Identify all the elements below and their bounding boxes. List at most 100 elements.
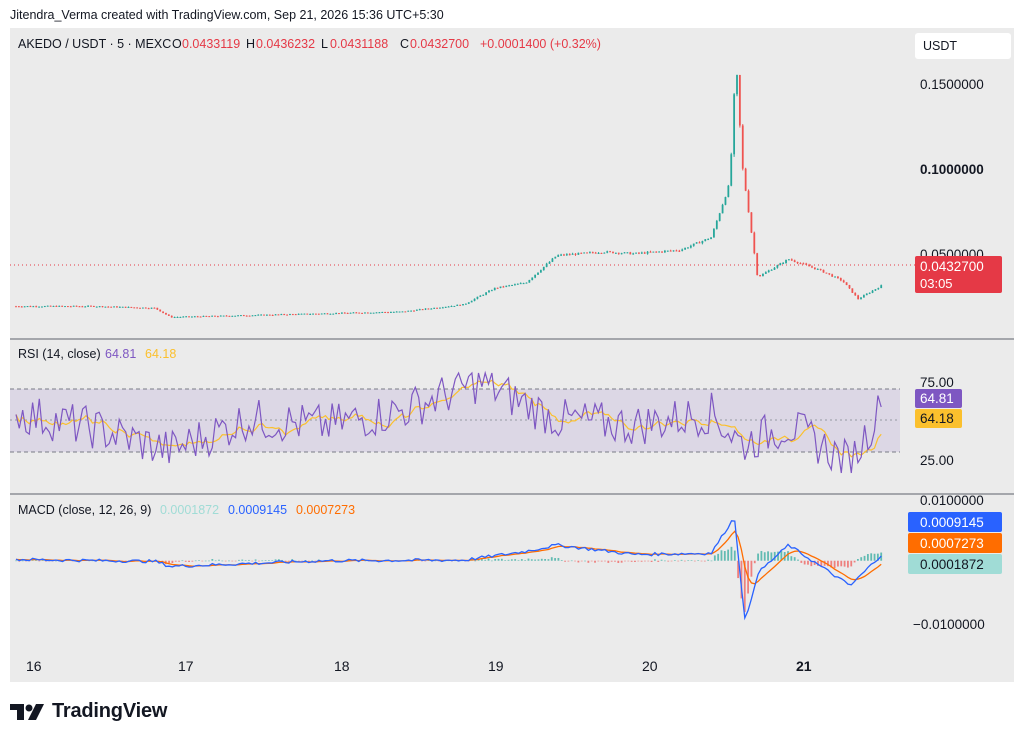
price-candle [759, 275, 761, 277]
price-candle [865, 293, 868, 296]
price-candle [762, 273, 764, 277]
price-candle [369, 312, 372, 314]
price-candle [401, 311, 404, 313]
price-candle [257, 314, 260, 316]
macd-histogram-bar [787, 551, 789, 561]
price-candle [49, 305, 52, 307]
macd-histogram-bar [654, 559, 656, 561]
price-candle [447, 306, 450, 308]
price-candle [539, 270, 542, 273]
price-candle [514, 284, 516, 286]
price-candle [136, 307, 139, 309]
macd-histogram-bar [753, 560, 756, 564]
macd-histogram-bar [274, 559, 277, 561]
price-candle [127, 306, 130, 308]
macd-histogram-bar [437, 560, 440, 562]
price-candle [871, 290, 874, 293]
macd-histogram-bar [427, 560, 430, 561]
price-candle [687, 247, 689, 249]
price-candle [646, 251, 649, 254]
price-candle [819, 268, 822, 270]
macd-histogram-bar [91, 560, 94, 562]
price-candle [632, 253, 635, 255]
macd-histogram-bar [810, 560, 813, 567]
price-candle [796, 261, 799, 264]
macd-histogram-bar [777, 551, 779, 561]
price-candle [320, 313, 323, 315]
macd-histogram-bar [520, 559, 523, 561]
price-candle [586, 252, 588, 254]
rsi-ma-value: 64.18 [145, 347, 176, 361]
price-candle [260, 314, 263, 316]
macd-histogram-bar [850, 560, 853, 567]
macd-histogram-bar [244, 560, 247, 561]
price-candle [655, 251, 658, 253]
macd-histogram-bar [194, 560, 197, 562]
macd-histogram-bar [494, 559, 497, 561]
chart-canvas[interactable]: AKEDO / USDT · 5 · MEXC O 0.0433119 H 0.… [10, 28, 1014, 682]
price-candle [139, 307, 141, 309]
price-candle [609, 251, 612, 253]
macd-histogram-bar [171, 560, 174, 564]
macd-histogram-bar [570, 560, 573, 562]
price-candle [715, 220, 718, 229]
price-candle [834, 276, 836, 278]
macd-histogram-bar [853, 560, 856, 563]
price-candle [727, 185, 730, 198]
price-candle [476, 296, 479, 299]
price-candle [364, 312, 366, 314]
price-candle [381, 311, 384, 313]
price-candle [407, 310, 410, 312]
price-candle [733, 94, 736, 155]
macd-signal-value: 0.0007273 [296, 503, 355, 517]
price-candle [303, 313, 306, 315]
macd-histogram-bar [600, 560, 603, 562]
price-candle [170, 315, 173, 318]
price-candle [563, 254, 565, 256]
macd-histogram-bar [847, 560, 849, 568]
price-candle [488, 290, 490, 293]
price-candle [756, 253, 759, 276]
price-candle [805, 263, 808, 265]
macd-histogram-bar [474, 560, 477, 562]
price-candle [845, 282, 848, 286]
price-candle [404, 311, 407, 313]
macd-histogram-bar [833, 560, 836, 569]
price-candle [678, 250, 681, 252]
price-candle [222, 315, 225, 317]
price-candle [482, 294, 485, 296]
macd-histogram-bar [504, 560, 507, 561]
macd-histogram-bar [727, 549, 730, 561]
macd-title: MACD (close, 12, 26, 9) [18, 503, 151, 517]
price-candle [439, 307, 441, 309]
price-candle [862, 295, 865, 298]
price-candle [730, 154, 733, 186]
macd-histogram-bar [201, 560, 204, 562]
price-candle [173, 317, 176, 319]
price-candle [764, 272, 767, 274]
macd-histogram-bar [550, 557, 553, 561]
price-candle [430, 308, 433, 310]
tradingview-logo[interactable]: TradingView [10, 700, 167, 723]
macd-signal-tag-text: 0.0007273 [920, 536, 984, 551]
currency-button[interactable]: USDT [915, 33, 1011, 59]
macd-histogram-bar [870, 553, 873, 561]
macd-histogram-bar [627, 560, 630, 562]
macd-histogram-bar [191, 560, 194, 562]
price-candle [606, 251, 609, 253]
macd-histogram-bar [251, 560, 254, 562]
price-candle [776, 265, 779, 268]
macd-histogram-bar [723, 551, 726, 561]
price-candle [208, 316, 211, 318]
macd-histogram-bar [554, 558, 556, 561]
price-axis-label: 0.1000000 [920, 162, 984, 177]
price-candle [738, 75, 741, 126]
price-candle [64, 306, 66, 308]
macd-histogram-bar [540, 558, 543, 561]
price-candle [802, 263, 805, 265]
macd-histogram-bar [876, 553, 879, 561]
macd-histogram-bar [287, 560, 290, 562]
price-candle [92, 305, 95, 307]
price-candle [669, 250, 672, 252]
price-candle [508, 285, 511, 287]
